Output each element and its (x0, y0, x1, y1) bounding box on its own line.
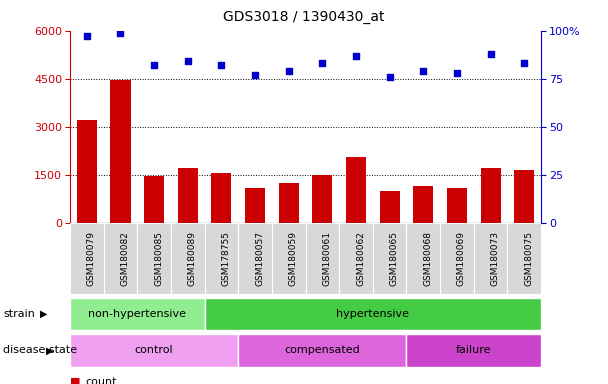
Text: GSM180073: GSM180073 (491, 231, 500, 286)
Text: failure: failure (456, 345, 491, 356)
Bar (474, 223, 508, 294)
Bar (204, 298, 541, 330)
Text: GSM180057: GSM180057 (255, 231, 264, 286)
Text: GSM180075: GSM180075 (524, 231, 533, 286)
Bar (211, 173, 232, 223)
Text: control: control (135, 345, 173, 356)
Point (486, 51, 496, 57)
Bar (110, 80, 131, 223)
Bar (70, 298, 204, 330)
Text: GSM180065: GSM180065 (390, 231, 399, 286)
Point (116, 30, 125, 36)
Text: GSM180085: GSM180085 (154, 231, 163, 286)
Bar (407, 334, 541, 367)
Bar (514, 170, 534, 223)
Bar (238, 334, 407, 367)
Bar (339, 223, 373, 294)
Bar (379, 191, 399, 223)
Bar (171, 223, 204, 294)
Bar (346, 157, 366, 223)
Text: hypertensive: hypertensive (336, 309, 409, 319)
Bar (480, 168, 501, 223)
Point (418, 68, 428, 74)
Text: GSM178755: GSM178755 (221, 231, 230, 286)
Bar (144, 176, 164, 223)
Text: GSM180059: GSM180059 (289, 231, 298, 286)
Text: disease state: disease state (3, 345, 77, 356)
Bar (278, 183, 299, 223)
Bar (407, 223, 440, 294)
Text: GSM180062: GSM180062 (356, 231, 365, 286)
Bar (447, 187, 467, 223)
Bar (238, 223, 272, 294)
Bar (77, 120, 97, 223)
Bar (103, 223, 137, 294)
Bar (137, 223, 171, 294)
Point (284, 68, 294, 74)
Point (317, 60, 327, 66)
Text: GSM180061: GSM180061 (322, 231, 331, 286)
Bar (245, 187, 265, 223)
Text: count: count (85, 377, 117, 384)
Bar (313, 175, 333, 223)
Text: GSM180089: GSM180089 (188, 231, 197, 286)
Text: compensated: compensated (285, 345, 360, 356)
Point (452, 70, 462, 76)
Point (149, 62, 159, 68)
Point (385, 74, 395, 80)
Text: GSM180079: GSM180079 (87, 231, 95, 286)
Text: non-hypertensive: non-hypertensive (88, 309, 186, 319)
Bar (178, 168, 198, 223)
Bar (70, 334, 238, 367)
Point (250, 72, 260, 78)
Text: ▶: ▶ (46, 345, 54, 356)
Text: GSM180068: GSM180068 (423, 231, 432, 286)
Text: ■: ■ (70, 377, 84, 384)
Bar (272, 223, 305, 294)
Point (216, 62, 226, 68)
Point (519, 60, 529, 66)
Bar (373, 223, 407, 294)
Text: GSM180082: GSM180082 (120, 231, 130, 286)
Bar (413, 186, 434, 223)
Point (82, 33, 92, 40)
Point (183, 58, 193, 65)
Text: strain: strain (3, 309, 35, 319)
Text: GDS3018 / 1390430_at: GDS3018 / 1390430_at (223, 10, 385, 23)
Bar (440, 223, 474, 294)
Bar (305, 223, 339, 294)
Bar (508, 223, 541, 294)
Text: GSM180069: GSM180069 (457, 231, 466, 286)
Text: ▶: ▶ (40, 309, 47, 319)
Bar (204, 223, 238, 294)
Bar (70, 223, 103, 294)
Point (351, 53, 361, 59)
